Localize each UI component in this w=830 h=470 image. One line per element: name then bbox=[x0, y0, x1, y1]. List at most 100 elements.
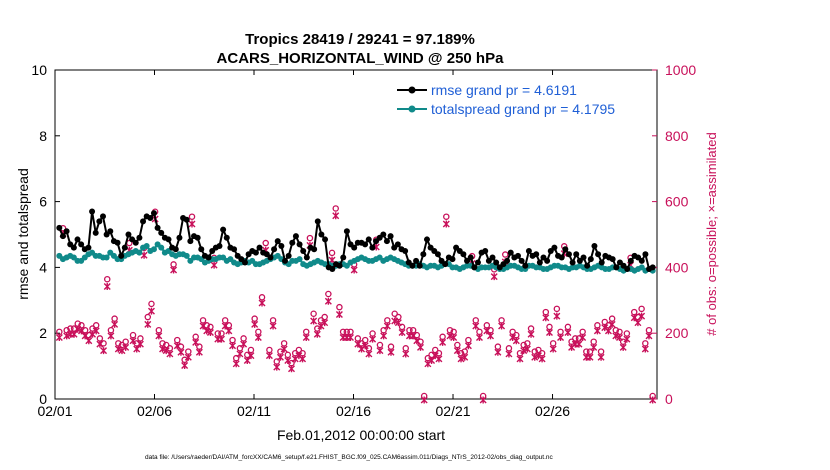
rmse-point bbox=[271, 246, 278, 253]
rmse-point bbox=[587, 256, 594, 263]
rmse-point bbox=[74, 236, 81, 243]
obs-assimilated-point bbox=[461, 353, 469, 361]
rmse-point bbox=[158, 229, 165, 236]
obs-assimilated-point bbox=[276, 353, 284, 361]
obs-assimilated-point bbox=[487, 332, 495, 340]
y2-tick-label: 600 bbox=[665, 194, 689, 210]
obs-assimilated-point bbox=[122, 343, 130, 351]
obs-assimilated-point bbox=[96, 340, 104, 348]
rmse-point bbox=[183, 216, 190, 223]
obs-assimilated-point bbox=[516, 355, 524, 363]
rmse-point bbox=[278, 243, 285, 250]
rmse-point bbox=[536, 259, 543, 266]
rmse-point bbox=[252, 249, 259, 256]
obs-possible-point bbox=[325, 290, 332, 298]
rmse-point bbox=[303, 254, 310, 261]
y-tick-label: 10 bbox=[31, 62, 47, 78]
rmse-point bbox=[172, 246, 179, 253]
obs-assimilated-point bbox=[111, 320, 119, 328]
obs-assimilated-point bbox=[144, 320, 152, 328]
rmse-point bbox=[584, 262, 591, 269]
rmse-point bbox=[565, 251, 572, 258]
rmse-point bbox=[274, 238, 281, 245]
obs-assimilated-point bbox=[273, 363, 281, 371]
rmse-point bbox=[165, 236, 172, 243]
obs-assimilated-point bbox=[446, 332, 454, 340]
rmse-point bbox=[638, 257, 645, 264]
rmse-point bbox=[504, 257, 511, 264]
rmse-point bbox=[292, 233, 299, 240]
y-axis-right: 0 200 400 600 800 1000 bbox=[652, 62, 696, 407]
obs-assimilated-point bbox=[505, 350, 513, 358]
rmse-point bbox=[118, 252, 125, 259]
rmse-point bbox=[318, 231, 325, 238]
obs-assimilated-point bbox=[288, 365, 296, 373]
y2-tick-label: 0 bbox=[665, 391, 673, 407]
data-file-footer: data file: /Users/raeder/DAI/ATM_forcXX/… bbox=[145, 454, 554, 461]
obs-assimilated-point bbox=[593, 327, 601, 335]
rmse-point bbox=[562, 246, 569, 253]
rmse-point bbox=[365, 236, 372, 243]
obs-assimilated-point bbox=[81, 332, 89, 340]
obs-assimilated-point bbox=[181, 361, 189, 369]
obs-assimilated-point bbox=[590, 343, 598, 351]
obs-assimilated-point bbox=[155, 332, 163, 340]
obs-assimilated-point bbox=[649, 396, 657, 404]
obs-assimilated-point bbox=[402, 350, 410, 358]
rmse-point bbox=[434, 251, 441, 258]
rmse-point bbox=[460, 251, 467, 258]
obs-assimilated-point bbox=[398, 329, 406, 337]
obs-assimilated-point bbox=[195, 348, 203, 356]
obs-assimilated-point bbox=[310, 317, 318, 325]
obs-assimilated-point bbox=[413, 337, 421, 345]
rmse-point bbox=[449, 256, 456, 263]
obs-assimilated-point bbox=[251, 320, 259, 328]
obs-assimilated-point bbox=[192, 338, 200, 346]
obs-possible-point bbox=[144, 313, 152, 321]
obs-assimilated-point bbox=[299, 355, 307, 363]
obs-assimilated-point bbox=[225, 327, 233, 335]
rmse-point bbox=[402, 247, 409, 254]
obs-assimilated-point bbox=[604, 327, 612, 335]
obs-assimilated-point bbox=[324, 297, 332, 305]
y2-tick-label: 1000 bbox=[665, 62, 696, 78]
obs-assimilated-point bbox=[597, 353, 605, 361]
y-axis-label: rmse and totalspread bbox=[15, 168, 31, 300]
obs-assimilated-point bbox=[107, 332, 115, 340]
rmse-point bbox=[311, 246, 318, 253]
obs-assimilated-point bbox=[332, 212, 340, 220]
rmse-point bbox=[314, 218, 321, 225]
chart-subtitle: ACARS_HORIZONTAL_WIND @ 250 hPa bbox=[217, 50, 505, 67]
rmse-point bbox=[59, 233, 66, 240]
obs-assimilated-point bbox=[254, 333, 262, 341]
obs-assimilated-point bbox=[284, 357, 292, 365]
obs-assimilated-point bbox=[608, 320, 616, 328]
obs-assimilated-point bbox=[394, 319, 402, 327]
rmse-point bbox=[289, 239, 296, 246]
rmse-point bbox=[598, 259, 605, 266]
rmse-point bbox=[351, 244, 358, 251]
rmse-point bbox=[194, 234, 201, 241]
rmse-point bbox=[591, 243, 598, 250]
rmse-point bbox=[551, 244, 558, 251]
obs-possible-point bbox=[262, 239, 269, 247]
obs-possible-point bbox=[328, 249, 336, 257]
rmse-point bbox=[322, 236, 329, 243]
obs-possible-point bbox=[188, 213, 196, 220]
rmse-point bbox=[394, 241, 401, 248]
rmse-point bbox=[642, 251, 649, 258]
obs-assimilated-point bbox=[232, 360, 240, 368]
rmse-point bbox=[489, 254, 496, 261]
totalspread-point bbox=[136, 249, 143, 256]
obs-assimilated-point bbox=[472, 322, 480, 330]
y-tick-label: 6 bbox=[39, 194, 47, 210]
rmse-point bbox=[474, 259, 481, 266]
rmse-point bbox=[409, 262, 416, 269]
y-tick-label: 4 bbox=[39, 259, 47, 275]
obs-assimilated-point bbox=[479, 396, 487, 404]
obs-assimilated-point bbox=[103, 282, 111, 290]
obs-assimilated-point bbox=[114, 345, 122, 353]
obs-assimilated-point bbox=[498, 322, 506, 330]
obs-assimilated-point bbox=[313, 330, 321, 338]
legend: rmse grand pr = 4.6191 totalspread grand… bbox=[397, 82, 615, 117]
